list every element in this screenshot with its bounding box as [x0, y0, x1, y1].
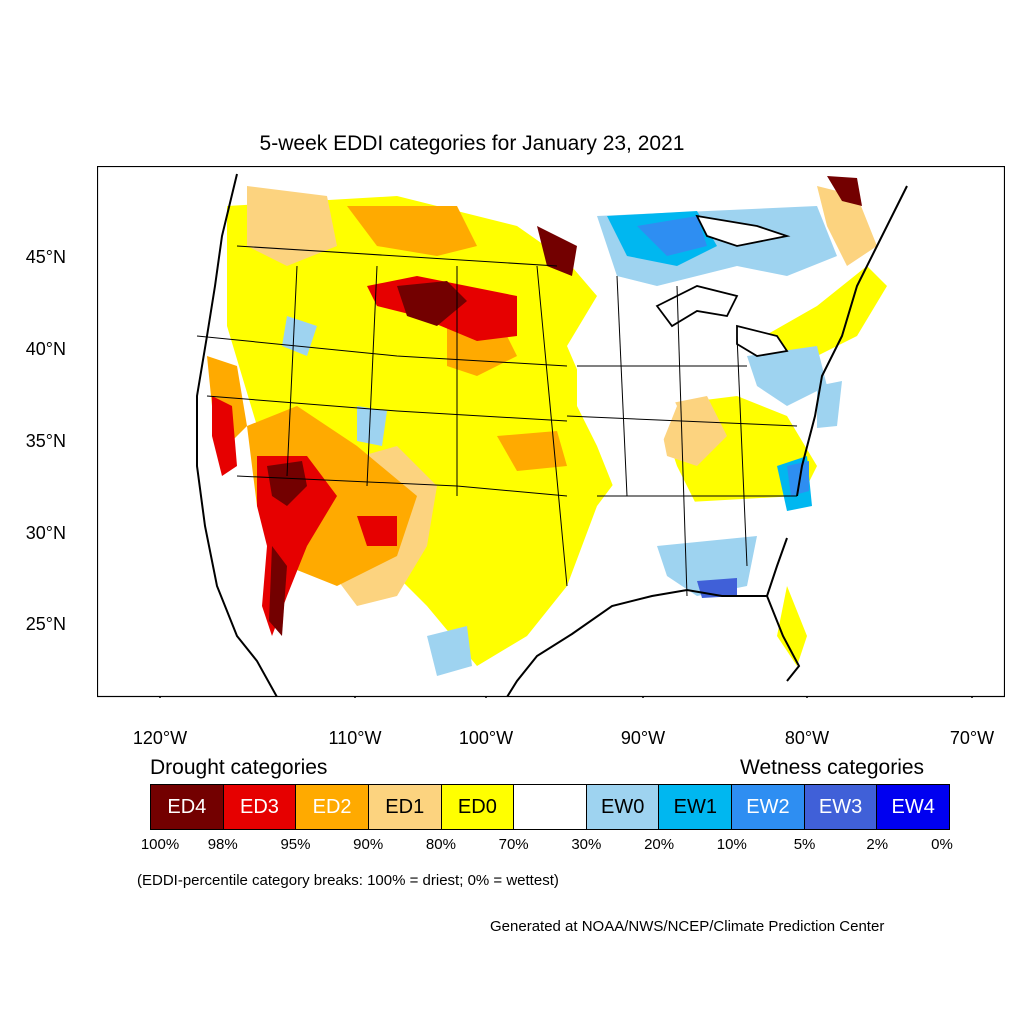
lon-label-80w: 80°W	[784, 728, 830, 748]
legend-swatch-ed4: ED4	[151, 785, 224, 829]
percent-break-label: 30%	[571, 836, 602, 853]
ed1-region	[657, 396, 727, 466]
legend-swatch-ew4: EW4	[877, 785, 950, 829]
drought-categories-heading: Drought categories	[150, 756, 328, 779]
ew0-region	[282, 316, 317, 356]
legend-swatch-ew3: EW3	[804, 785, 878, 829]
great-lakes	[695, 214, 791, 247]
plot-border	[97, 166, 1005, 698]
ew0-region	[747, 346, 827, 406]
ed0-region	[227, 196, 627, 666]
ed1-region	[817, 186, 877, 266]
ew0-region	[817, 381, 842, 428]
lon-label-120w: 120°W	[132, 728, 188, 748]
lat-label-40: 40°N	[25, 339, 66, 359]
coastline	[796, 185, 908, 497]
credit-line: Generated at NOAA/NWS/NCEP/Climate Predi…	[490, 918, 885, 935]
lon-label-90w: 90°W	[620, 728, 666, 748]
ed4-region	[269, 546, 287, 636]
legend-swatch-ew1: EW1	[659, 785, 733, 829]
coastline	[765, 537, 801, 682]
ew2-region	[787, 461, 809, 496]
ed0-region	[747, 266, 887, 366]
lat-label-35: 35°N	[25, 431, 66, 451]
coastline	[506, 588, 767, 697]
coastline	[196, 173, 278, 697]
percent-break-label: 2%	[866, 836, 889, 853]
percent-break-label: 90%	[353, 836, 384, 853]
ed4-region	[267, 461, 307, 506]
lon-label-100w: 100°W	[458, 728, 514, 748]
percent-break-label: 98%	[207, 836, 238, 853]
percent-break-label: 0%	[931, 836, 953, 853]
ed4-region	[537, 226, 577, 276]
legend-swatch-ew2: EW2	[732, 785, 805, 829]
state-boundaries	[196, 245, 798, 597]
legend-swatch-ed0: ED0	[441, 785, 515, 829]
percent-break-label: 95%	[280, 836, 311, 853]
ed3-region	[212, 396, 237, 476]
ed2-region	[207, 356, 247, 446]
eddi-map	[97, 166, 1005, 698]
lat-label-25: 25°N	[25, 614, 66, 634]
lon-label-110w: 110°W	[328, 728, 382, 748]
breaks-note: (EDDI-percentile category breaks: 100% =…	[137, 872, 559, 889]
lat-label-45: 45°N	[25, 247, 66, 267]
ed0-region	[777, 586, 807, 666]
ed3-region	[357, 516, 397, 546]
wetness-categories-heading: Wetness categories	[740, 756, 925, 779]
category-legend: ED4 ED3 ED2 ED1 ED0 EW0 EW1 EW2 EW3 EW4	[150, 784, 950, 830]
ed2-region	[497, 431, 567, 471]
ed4-region	[827, 176, 862, 206]
percent-break-label: 70%	[498, 836, 529, 853]
legend-swatch-ed3: ED3	[223, 785, 297, 829]
percent-break-label: 5%	[793, 836, 816, 853]
legend-swatch-normal	[514, 785, 587, 829]
map-title: 5-week EDDI categories for January 23, 2…	[259, 132, 685, 155]
legend-swatch-ed2: ED2	[296, 785, 369, 829]
percent-break-label: 20%	[644, 836, 675, 853]
ew2-region	[637, 216, 707, 256]
ed4-region	[397, 281, 467, 326]
lon-label-70w: 70°W	[949, 728, 995, 748]
ed1-region	[247, 186, 337, 266]
ew0-region	[357, 406, 387, 446]
ed2-region	[347, 206, 477, 256]
normal-region	[577, 366, 677, 496]
legend-swatch-ed1: ED1	[368, 785, 442, 829]
percent-break-label: 100%	[140, 836, 180, 853]
ew0-region	[427, 626, 472, 676]
legend-swatch-ew0: EW0	[586, 785, 660, 829]
lat-label-30: 30°N	[25, 523, 66, 543]
percent-break-label: 80%	[425, 836, 456, 853]
percent-break-label: 10%	[716, 836, 747, 853]
